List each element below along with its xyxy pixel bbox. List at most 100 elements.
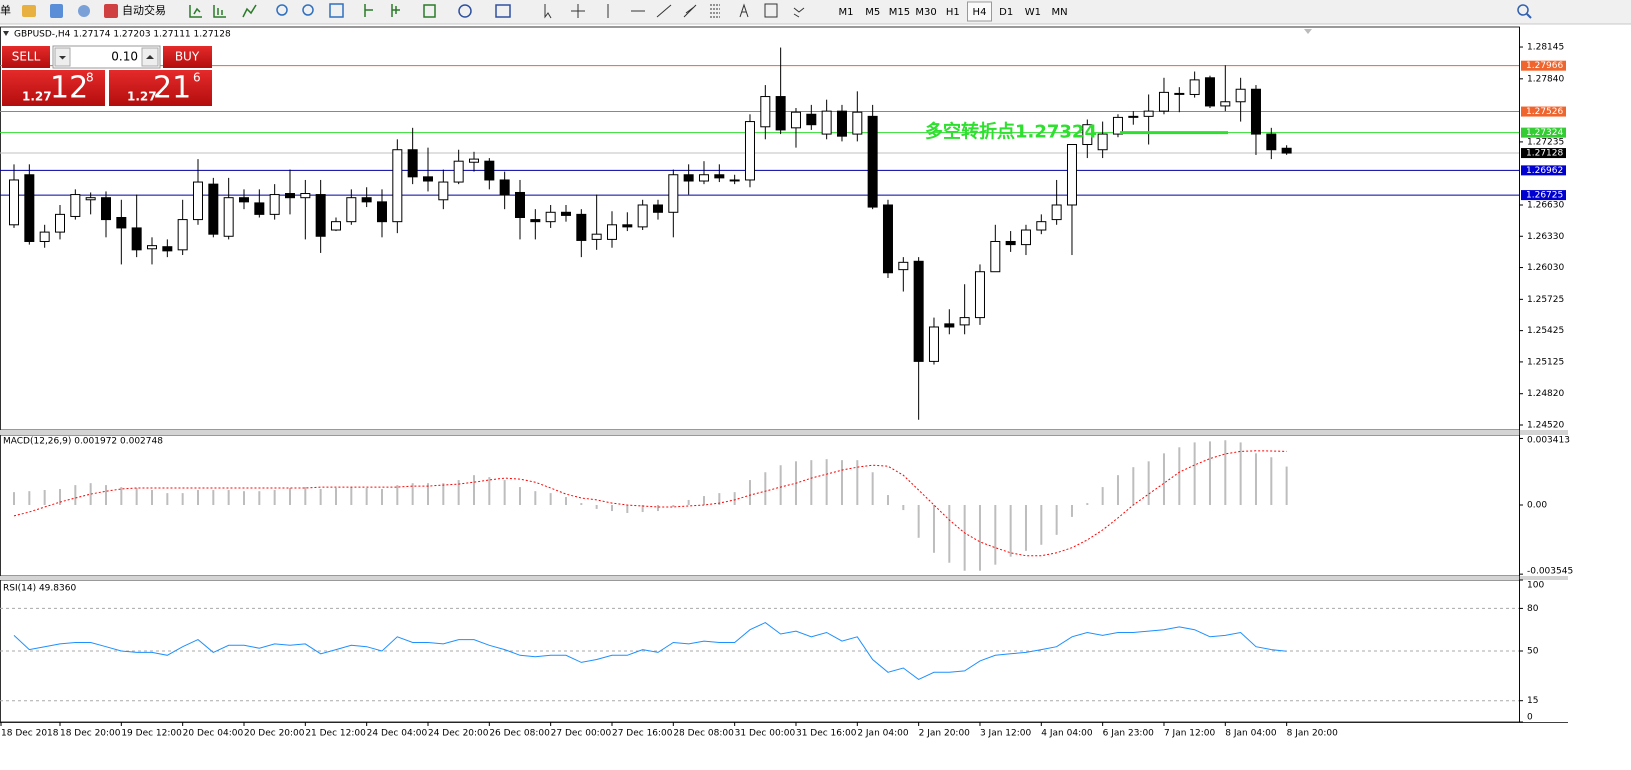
auto-trading[interactable]: 自动交易 — [122, 3, 166, 17]
sell-button[interactable] — [2, 46, 50, 68]
candle-body — [1266, 133, 1277, 151]
y-tick-label: 0.003413 — [1527, 436, 1570, 446]
icon[interactable] — [710, 4, 720, 18]
candle-body — [300, 193, 311, 199]
candle-body — [775, 96, 786, 131]
icon[interactable] — [104, 4, 118, 18]
candle-body — [1128, 115, 1139, 118]
lot-input[interactable] — [52, 45, 161, 69]
icon[interactable] — [764, 3, 778, 18]
x-tick-label: 18 Dec 2018 — [1, 729, 59, 739]
level-label-bg — [1521, 106, 1566, 117]
timeframe-button[interactable]: H1 — [946, 7, 960, 18]
search-icon[interactable] — [1526, 13, 1532, 19]
candle-body — [514, 191, 525, 218]
y-tick-label: 1.28145 — [1527, 43, 1564, 53]
annotation: 多空转折点1.27324 — [925, 121, 1097, 143]
toolbar-icons — [189, 3, 511, 18]
y-tick-label: 1.27840 — [1527, 74, 1564, 84]
buy-label[interactable]: BUY — [175, 50, 200, 64]
timeframe-button[interactable]: M5 — [865, 7, 880, 18]
level-label: 1.27324 — [1526, 128, 1563, 138]
icon[interactable] — [78, 5, 90, 17]
icon[interactable] — [495, 4, 511, 18]
candle-body — [576, 213, 587, 241]
level-label-bg — [1521, 190, 1566, 201]
y-tick-label: -0.003545 — [1527, 567, 1573, 577]
candle-body — [882, 204, 893, 274]
candle-body — [760, 96, 771, 128]
level-label-bg — [1521, 165, 1566, 176]
y-tick-label: 1.26330 — [1527, 232, 1564, 242]
search-icon[interactable] — [1517, 4, 1529, 16]
candle-body — [192, 181, 203, 221]
candle-body — [744, 121, 755, 181]
timeframe-button[interactable]: H4 — [973, 7, 987, 18]
rsi-line — [13, 622, 1287, 680]
candle-body — [913, 260, 924, 362]
timeframe-button[interactable]: D1 — [999, 7, 1013, 18]
x-tick-label: 20 Dec 04:00 — [183, 729, 244, 739]
menu-fragment[interactable]: 单 — [0, 4, 11, 17]
candle-body — [315, 194, 326, 237]
timeframe-button[interactable]: W1 — [1025, 7, 1041, 18]
icon[interactable] — [544, 4, 552, 19]
candle-body — [1281, 147, 1292, 154]
x-tick-label: 8 Jan 20:00 — [1287, 729, 1339, 739]
icon[interactable] — [683, 4, 697, 18]
icon[interactable] — [571, 4, 585, 18]
buy-button[interactable] — [163, 46, 212, 68]
timeframe-button[interactable]: M1 — [839, 7, 854, 18]
sell-label[interactable]: SELL — [12, 50, 41, 64]
candle-body — [1143, 110, 1154, 117]
icon[interactable] — [213, 5, 226, 18]
icon[interactable] — [242, 4, 257, 18]
icon[interactable] — [458, 4, 472, 18]
candle-body — [85, 197, 96, 201]
x-tick-label: 24 Dec 04:00 — [367, 729, 428, 739]
x-tick-label: 4 Jan 04:00 — [1041, 729, 1093, 739]
x-tick-label: 21 Dec 12:00 — [305, 729, 366, 739]
y-tick-label: 1.27235 — [1527, 137, 1564, 147]
timeframe-button[interactable]: MN — [1052, 7, 1068, 18]
candle-body — [330, 221, 341, 231]
candle-body — [453, 160, 464, 183]
y-tick-label: 1.25725 — [1527, 295, 1564, 305]
icon[interactable] — [739, 3, 749, 18]
panel-frame — [0, 434, 1520, 577]
y-tick-label: 0 — [1527, 713, 1533, 723]
candle-body — [1174, 92, 1185, 95]
candle-body — [668, 174, 679, 213]
candle-body — [1204, 77, 1215, 107]
icon[interactable] — [793, 7, 805, 18]
candle-body — [361, 197, 372, 203]
timeframe-button[interactable]: M15 — [889, 7, 910, 18]
lot-value[interactable]: 0.10 — [111, 50, 138, 64]
x-tick-label: 27 Dec 16:00 — [612, 729, 673, 739]
icon[interactable] — [50, 4, 63, 18]
icon[interactable] — [302, 4, 314, 16]
charts: GBPUSD-,H4 1.27174 1.27203 1.27111 1.271… — [0, 26, 1573, 739]
timeframe-button[interactable]: M30 — [915, 7, 936, 18]
icon[interactable] — [276, 4, 288, 16]
candle-body — [70, 194, 81, 217]
ask-box[interactable] — [109, 70, 212, 106]
icon[interactable] — [656, 4, 672, 18]
icon[interactable] — [423, 4, 436, 18]
candle-body — [1066, 144, 1077, 206]
panel-separator — [0, 430, 1568, 435]
icon[interactable] — [391, 4, 400, 17]
title-icon — [3, 31, 9, 36]
candle-body — [545, 211, 556, 223]
icon[interactable] — [364, 4, 373, 17]
icon[interactable] — [189, 5, 202, 18]
bid-box[interactable] — [2, 70, 105, 106]
ask-fraction: 6 — [193, 71, 201, 85]
candle-body — [637, 204, 648, 228]
icon[interactable] — [329, 3, 344, 18]
drawing-tools — [544, 3, 805, 19]
arrow — [59, 56, 66, 60]
icon[interactable] — [22, 5, 36, 17]
y-tick-label: 15 — [1527, 696, 1538, 706]
